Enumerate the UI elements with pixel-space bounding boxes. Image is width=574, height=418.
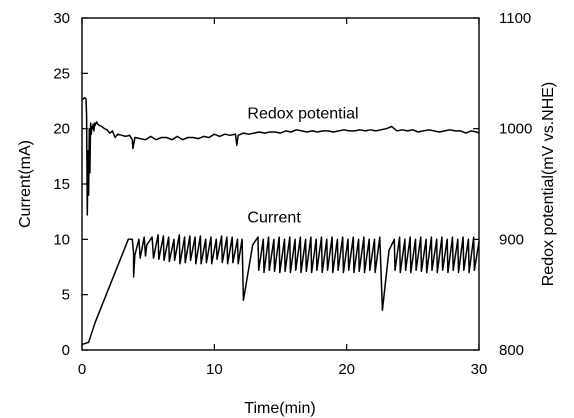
- y-tick-label: 10: [53, 231, 70, 248]
- y-tick-label: 25: [53, 65, 70, 82]
- y-tick-labels: 0 5 10 15 20 25 30: [53, 10, 70, 359]
- plot-frame: [81, 17, 480, 351]
- tick-marks: [81, 17, 480, 351]
- y-tick-label: 20: [53, 121, 70, 138]
- x-tick-labels: 0 10 20 30: [78, 361, 488, 378]
- y2-axis-title: Redox potential(mV vs.NHE): [540, 82, 557, 287]
- series-lines: [81, 96, 480, 346]
- y-tick-label: 0: [62, 342, 70, 359]
- annotation-label: Current: [247, 210, 301, 227]
- x-tick-label: 30: [471, 361, 488, 378]
- y2-tick-label: 800: [499, 342, 524, 359]
- y-axis-title: Current(mA): [17, 140, 34, 228]
- series-current-line: [81, 234, 480, 346]
- x-tick-label: 20: [338, 361, 355, 378]
- x-tick-label: 0: [78, 361, 86, 378]
- y-tick-label: 5: [62, 287, 70, 304]
- y2-tick-label: 1000: [499, 121, 532, 138]
- x-tick-label: 10: [206, 361, 223, 378]
- annotation-label: Redox potential: [247, 106, 358, 123]
- y-tick-label: 30: [53, 10, 70, 27]
- y2-tick-label: 1100: [499, 10, 531, 27]
- y-tick-label: 15: [53, 176, 70, 193]
- x-axis-title: Time(min): [244, 400, 315, 417]
- y2-tick-labels: 800 900 1000 1100: [499, 10, 532, 359]
- annotations: Redox potential Current: [247, 106, 358, 227]
- series-redox-potential-line: [81, 96, 480, 216]
- y2-tick-label: 900: [499, 231, 524, 248]
